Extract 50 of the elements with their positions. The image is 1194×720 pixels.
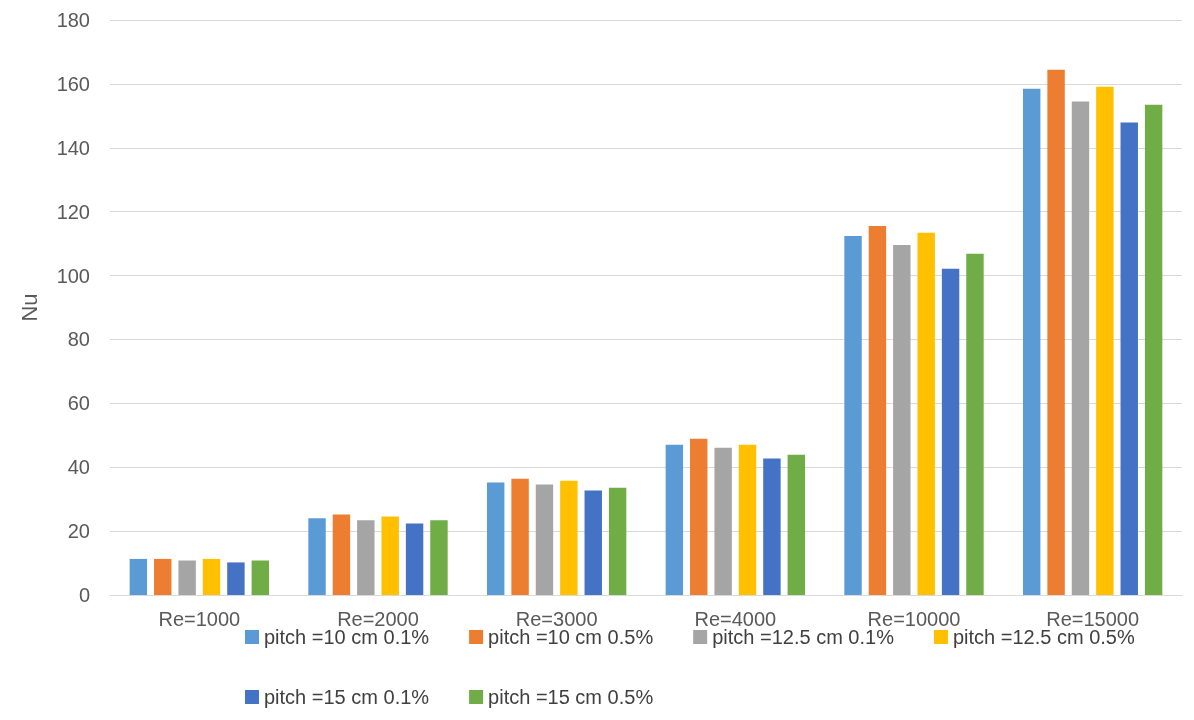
bar [787, 454, 806, 595]
bar [1144, 104, 1163, 595]
bar [584, 490, 602, 595]
bar [690, 438, 708, 595]
bar [511, 478, 529, 595]
y-tick-label: 140 [56, 136, 90, 159]
y-tick-label: 60 [67, 392, 90, 415]
bar [893, 244, 911, 595]
bar [405, 523, 424, 595]
y-tick-label: 180 [56, 9, 90, 31]
bar [430, 520, 448, 595]
y-tick-label: 0 [78, 584, 90, 606]
bar [966, 253, 984, 595]
y-axis-title: Nu [16, 293, 42, 322]
bar [535, 484, 554, 595]
bar [1047, 69, 1065, 595]
legend-label: pitch =15 cm 0.1% [264, 686, 430, 708]
y-tick-label: 160 [56, 72, 90, 95]
bar [308, 518, 326, 595]
legend-label: pitch =15 cm 0.5% [488, 686, 654, 708]
bar [665, 444, 684, 595]
bar [608, 487, 627, 595]
bar [202, 558, 221, 595]
bar [714, 447, 732, 595]
x-tick-label: Re=1000 [158, 608, 241, 630]
bar [868, 226, 887, 595]
bar [381, 516, 399, 595]
bar [251, 560, 270, 595]
bar [763, 458, 781, 595]
bar [560, 480, 578, 595]
bar [129, 558, 148, 595]
bar [1022, 88, 1041, 595]
bar [1096, 86, 1114, 595]
bar [227, 562, 245, 595]
bar [917, 232, 935, 595]
y-tick-label: 20 [67, 520, 90, 543]
y-tick-label: 120 [56, 200, 90, 223]
bar [486, 482, 505, 595]
y-tick-label: 40 [67, 456, 90, 479]
bar [941, 268, 960, 595]
bar [178, 560, 196, 595]
bar [332, 514, 351, 595]
bar [1071, 101, 1090, 595]
bar [357, 520, 375, 595]
bar [738, 444, 757, 595]
bar [844, 235, 862, 595]
y-tick-label: 100 [56, 264, 90, 287]
bar [154, 558, 172, 595]
y-tick-label: 80 [67, 328, 90, 351]
bar [1120, 122, 1138, 595]
